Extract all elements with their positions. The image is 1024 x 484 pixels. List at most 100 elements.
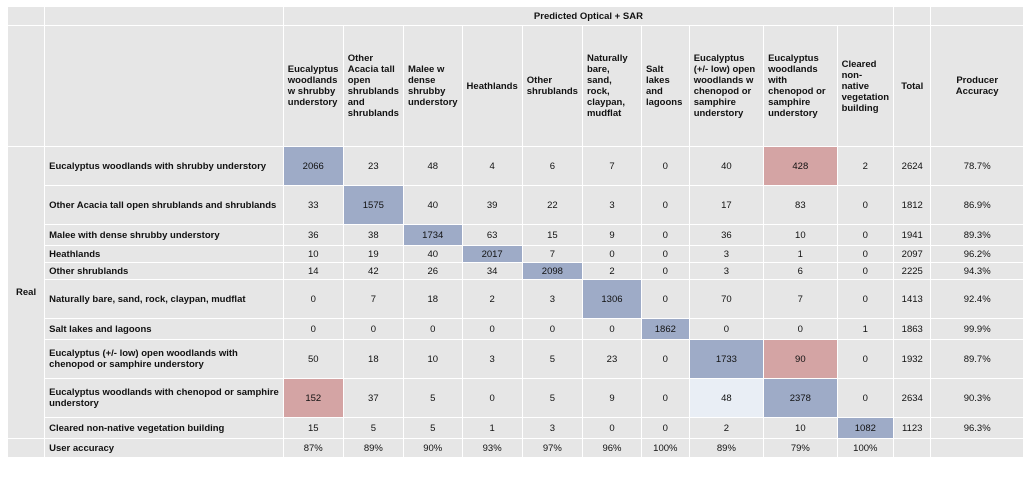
corner-cell (6, 25, 46, 147)
matrix-cell: 17 (688, 185, 765, 225)
table-row: Malee with dense shrubby understory 36 38 1… (8, 224, 1024, 246)
matrix-cell: 5 (521, 339, 583, 379)
matrix-cell: 63 (461, 224, 523, 246)
table-row: Heathlands 10 19 40 2017 7 0 0 3 1 0 2097 96.2% (8, 245, 1024, 263)
matrix-cell: 1 (763, 245, 838, 263)
matrix-cell: 14 (282, 262, 344, 280)
column-header: Salt lakes and lagoons (640, 25, 690, 147)
producer-accuracy-cell: 96.3% (930, 417, 1024, 439)
matrix-cell: 39 (461, 185, 523, 225)
matrix-cell: 7 (581, 146, 642, 186)
matrix-cell: 0 (836, 245, 895, 263)
predicted-header: Predicted Optical + SAR (282, 6, 895, 26)
diagonal-cell: 1733 (688, 339, 765, 379)
column-header: Naturally bare, sand, rock, claypan, mud… (581, 25, 642, 147)
diagonal-cell: 1575 (342, 185, 404, 225)
table-row: Cleared non-native vegetation building 15… (8, 417, 1024, 439)
producer-accuracy-cell: 96.2% (930, 245, 1024, 263)
matrix-cell: 0 (836, 279, 895, 319)
matrix-cell: 2 (461, 279, 523, 319)
corner-cell (6, 6, 46, 26)
table-row: Other Acacia tall open shrublands and sh… (8, 185, 1024, 225)
diagonal-cell: 2098 (521, 262, 583, 280)
matrix-cell: 1 (461, 417, 523, 439)
matrix-cell: 42 (342, 262, 404, 280)
user-accuracy-cell: 79% (763, 438, 838, 458)
corner-cell (44, 25, 284, 147)
diagonal-cell: 1082 (836, 417, 895, 439)
matrix-cell: 0 (640, 279, 690, 319)
matrix-cell: 3 (521, 417, 583, 439)
matrix-cell: 0 (282, 318, 344, 340)
row-total: 1932 (893, 339, 932, 379)
row-total: 1413 (893, 279, 932, 319)
matrix-cell: 428 (763, 146, 838, 186)
column-header: Malee w dense shrubby understory (402, 25, 463, 147)
column-header: Other shrublands (521, 25, 583, 147)
diagonal-cell: 2066 (282, 146, 344, 186)
diagonal-cell: 1306 (581, 279, 642, 319)
matrix-cell: 0 (581, 417, 642, 439)
diagonal-cell: 2378 (763, 378, 838, 418)
user-accuracy-cell: 97% (521, 438, 583, 458)
matrix-cell: 0 (640, 185, 690, 225)
matrix-cell: 5 (402, 417, 463, 439)
matrix-cell: 36 (688, 224, 765, 246)
row-label: Eucalyptus woodlands with chenopod or sa… (44, 378, 284, 418)
corner-cell (930, 438, 1024, 458)
matrix-cell: 40 (402, 185, 463, 225)
matrix-cell: 0 (640, 417, 690, 439)
matrix-cell: 6 (763, 262, 838, 280)
matrix-cell: 48 (688, 378, 765, 418)
matrix-cell: 2 (581, 262, 642, 280)
matrix-cell: 0 (640, 378, 690, 418)
row-total: 1941 (893, 224, 932, 246)
corner-cell (893, 438, 932, 458)
matrix-cell: 5 (342, 417, 404, 439)
matrix-cell: 0 (640, 146, 690, 186)
user-accuracy-cell: 100% (836, 438, 895, 458)
matrix-cell: 0 (640, 339, 690, 379)
column-header: Cleared non-native vegetation building (836, 25, 895, 147)
table-row: Naturally bare, sand, rock, claypan, mud… (8, 279, 1024, 319)
corner-cell (930, 6, 1024, 26)
matrix-cell: 70 (688, 279, 765, 319)
matrix-cell: 19 (342, 245, 404, 263)
corner-cell (6, 438, 46, 458)
matrix-cell: 0 (282, 279, 344, 319)
corner-cell (44, 6, 284, 26)
matrix-cell: 37 (342, 378, 404, 418)
matrix-cell: 0 (640, 245, 690, 263)
matrix-cell: 5 (402, 378, 463, 418)
matrix-cell: 40 (688, 146, 765, 186)
matrix-cell: 10 (282, 245, 344, 263)
matrix-cell: 0 (402, 318, 463, 340)
matrix-cell: 0 (342, 318, 404, 340)
matrix-cell: 0 (836, 224, 895, 246)
matrix-cell: 3 (581, 185, 642, 225)
matrix-cell: 18 (342, 339, 404, 379)
row-label: Heathlands (44, 245, 284, 263)
matrix-cell: 38 (342, 224, 404, 246)
matrix-cell: 0 (640, 224, 690, 246)
diagonal-cell: 1862 (640, 318, 690, 340)
matrix-cell: 33 (282, 185, 344, 225)
row-label: Other shrublands (44, 262, 284, 280)
diagonal-cell: 1734 (402, 224, 463, 246)
user-accuracy-cell: 87% (282, 438, 344, 458)
row-total: 1123 (893, 417, 932, 439)
row-total: 2634 (893, 378, 932, 418)
matrix-cell: 0 (640, 262, 690, 280)
column-header: Eucalyptus woodlands with chenopod or sa… (763, 25, 838, 147)
row-total: 2225 (893, 262, 932, 280)
matrix-cell: 23 (581, 339, 642, 379)
row-label: Malee with dense shrubby understory (44, 224, 284, 246)
row-total: 2097 (893, 245, 932, 263)
matrix-cell: 3 (688, 262, 765, 280)
column-header: Heathlands (461, 25, 523, 147)
producer-accuracy-cell: 94.3% (930, 262, 1024, 280)
row-total: 1863 (893, 318, 932, 340)
table-row: Eucalyptus woodlands with chenopod or sa… (8, 378, 1024, 418)
matrix-cell: 0 (836, 339, 895, 379)
matrix-cell: 3 (461, 339, 523, 379)
